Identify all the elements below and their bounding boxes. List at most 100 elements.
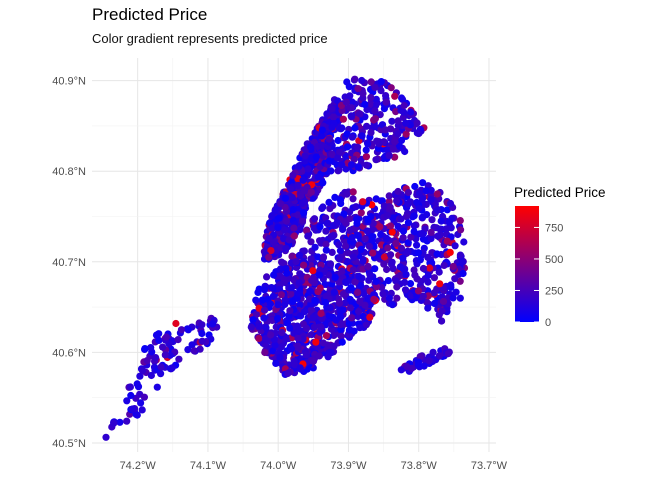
data-point — [294, 181, 302, 189]
data-point — [388, 228, 396, 236]
legend-tick-label: 0 — [545, 317, 551, 329]
data-point — [304, 232, 312, 240]
data-point — [380, 253, 389, 261]
data-point — [328, 150, 336, 158]
data-point — [175, 355, 183, 363]
data-point — [384, 277, 392, 285]
data-point — [274, 301, 282, 309]
x-tick-label: 74.2°W — [120, 460, 157, 472]
data-point — [328, 105, 336, 113]
data-point — [316, 223, 324, 231]
data-point — [380, 260, 388, 268]
data-points — [102, 75, 469, 441]
data-point — [276, 280, 285, 288]
data-point — [399, 113, 407, 122]
data-point — [190, 347, 198, 355]
data-point — [298, 216, 307, 224]
data-point — [456, 251, 464, 259]
data-point — [342, 278, 350, 286]
data-point — [371, 123, 379, 131]
data-point — [346, 208, 354, 216]
data-point — [261, 286, 269, 294]
data-point — [147, 344, 155, 352]
data-point — [311, 296, 319, 304]
x-tick-label: 74.0°W — [260, 460, 297, 472]
data-point — [404, 188, 412, 197]
data-point — [310, 215, 319, 223]
data-point — [443, 237, 451, 245]
data-point — [336, 247, 344, 255]
data-point — [391, 92, 399, 100]
data-point — [198, 329, 206, 338]
data-point — [292, 258, 300, 266]
data-point — [356, 110, 364, 118]
data-point — [274, 224, 282, 232]
data-point — [394, 222, 402, 230]
data-point — [268, 316, 276, 324]
data-point — [333, 219, 341, 227]
legend-tick-label: 250 — [545, 285, 563, 297]
data-point — [413, 119, 421, 127]
data-point — [410, 266, 418, 274]
data-point — [338, 338, 346, 346]
data-point — [458, 258, 466, 266]
data-point — [129, 405, 137, 413]
data-point — [429, 348, 437, 356]
data-point — [401, 278, 409, 286]
data-point — [288, 252, 296, 261]
data-point — [280, 235, 288, 243]
data-point — [277, 291, 285, 299]
data-point — [446, 248, 454, 256]
data-point — [294, 211, 302, 219]
data-point — [349, 195, 357, 203]
data-point — [266, 300, 275, 308]
data-point — [184, 346, 192, 354]
data-point — [387, 251, 395, 259]
data-point — [419, 264, 427, 273]
data-point — [367, 78, 375, 86]
data-point — [407, 108, 415, 116]
data-point — [314, 288, 322, 296]
data-point — [404, 200, 412, 208]
data-point — [327, 167, 335, 175]
data-point — [326, 304, 334, 312]
data-point — [335, 166, 343, 174]
data-point — [339, 115, 347, 123]
data-point — [428, 216, 436, 224]
data-point — [256, 322, 264, 330]
data-point — [414, 129, 422, 137]
data-point — [358, 132, 366, 140]
data-point — [168, 364, 176, 372]
data-point — [406, 280, 415, 288]
data-point — [383, 234, 391, 242]
x-tick-label: 73.7°W — [471, 460, 508, 472]
data-point — [333, 154, 342, 162]
data-point — [377, 78, 385, 86]
data-point — [271, 341, 279, 349]
data-point — [319, 339, 327, 347]
data-point — [436, 280, 444, 288]
data-point — [285, 312, 293, 320]
data-point — [162, 333, 170, 341]
data-point — [388, 301, 397, 309]
y-tick-label: 40.6°N — [52, 347, 86, 359]
legend-color-bar — [515, 206, 539, 322]
data-point — [394, 117, 402, 125]
data-point — [252, 296, 260, 304]
data-point — [343, 130, 351, 138]
data-point — [336, 299, 344, 307]
data-point — [354, 288, 362, 296]
chart-title: Predicted Price — [92, 5, 207, 24]
data-point — [343, 190, 351, 198]
data-point — [309, 357, 318, 365]
data-point — [449, 262, 457, 271]
data-point — [325, 135, 333, 143]
data-point — [261, 348, 269, 357]
data-point — [295, 251, 304, 259]
data-point — [367, 129, 375, 137]
data-point — [311, 243, 319, 251]
data-point — [198, 321, 206, 329]
data-point — [414, 287, 423, 295]
data-point — [296, 226, 304, 234]
data-point — [267, 247, 275, 255]
